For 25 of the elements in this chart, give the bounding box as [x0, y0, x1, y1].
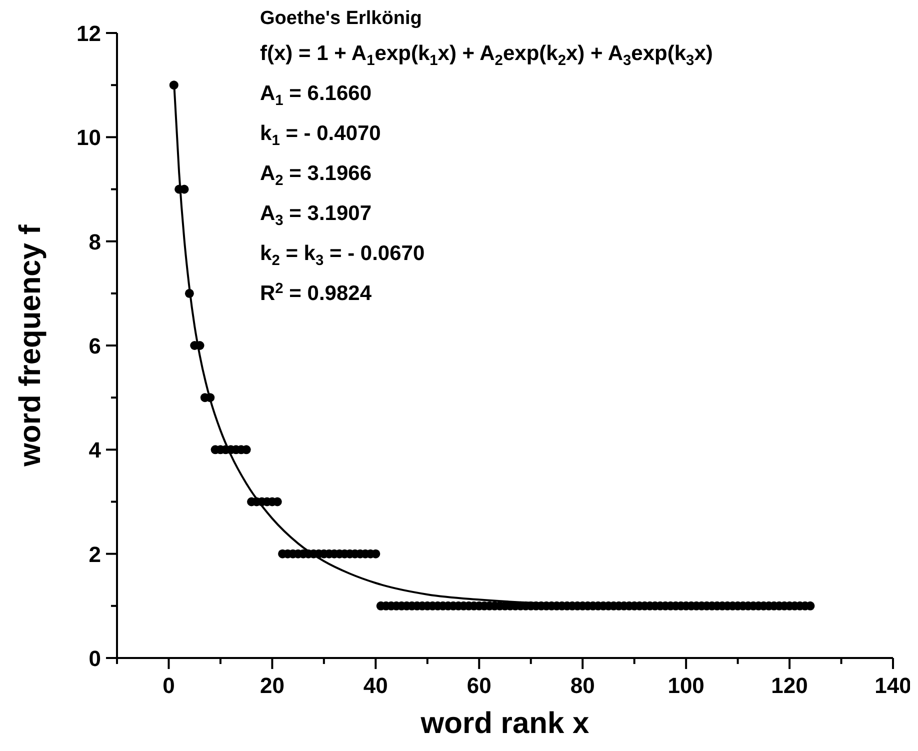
x-tick-label: 80 — [570, 673, 595, 698]
x-tick-label: 40 — [363, 673, 388, 698]
y-tick-label: 6 — [88, 334, 101, 358]
chart-title: Goethe's Erlkönig — [260, 8, 422, 29]
y-tick-label: 0 — [88, 646, 101, 671]
y-tick-label: 8 — [88, 229, 101, 254]
x-tick-label: 120 — [771, 673, 808, 698]
annotation: A$_{3}$ = 3.1907 — [260, 202, 372, 228]
x-tick-label: 0 — [162, 673, 175, 698]
text: f(x) = 1 + A$_{1}$exp(k$_{1}$x) + A$_{2}$exp(k$_{2}$x) + A$_{3}$exp(k$_{3}$x) — [260, 42, 713, 68]
y-tick-label: 2 — [88, 542, 101, 567]
x-axis-title: word rank x — [420, 707, 590, 740]
x-tick-label: 100 — [668, 673, 704, 698]
x-tick-label: 140 — [874, 673, 912, 698]
annotation: R$^{2}$ = 0.9824 — [260, 281, 372, 305]
x-tick-label: 20 — [260, 673, 284, 698]
x-tick-label: 60 — [466, 673, 492, 698]
y-axis-title: word frequency f — [14, 224, 47, 468]
y-tick-label: 12 — [76, 21, 101, 46]
annotation: A$_{2}$ = 3.1966 — [260, 162, 372, 188]
annotation: k$_{2}$ = k$_{3}$ = - 0.0670 — [260, 242, 425, 268]
y-tick-label: 4 — [88, 438, 102, 463]
annotation: A$_{1}$ = 6.1660 — [260, 82, 372, 108]
annotation: k$_{1}$ = - 0.4070 — [260, 122, 381, 148]
y-tick-label: 10 — [76, 125, 101, 150]
